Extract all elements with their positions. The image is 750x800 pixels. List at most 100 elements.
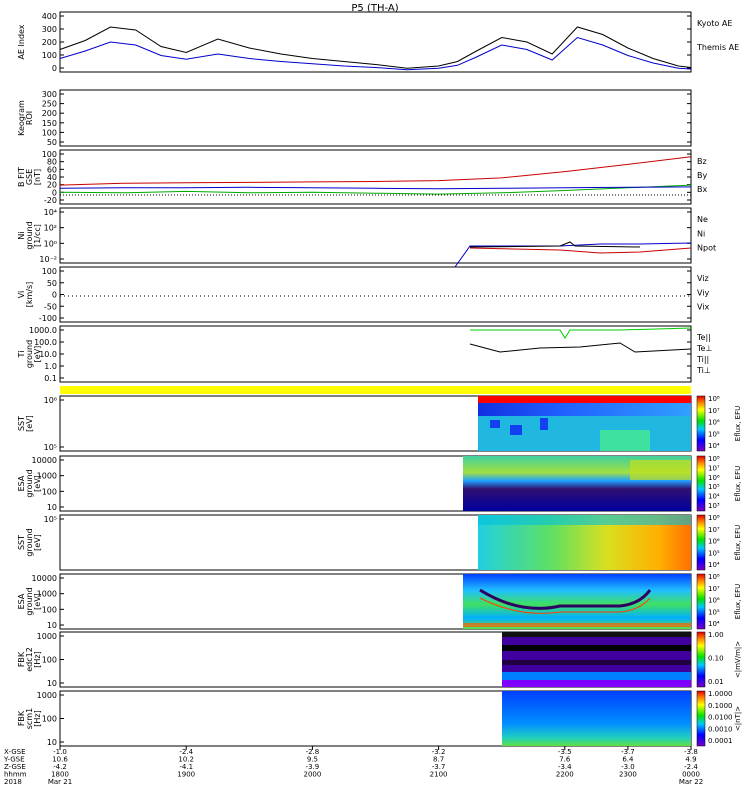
xtick-label-4-0: -3.5 — [558, 748, 572, 756]
xtick-label-6-4: Mar 22 — [679, 778, 703, 786]
ytick-label-keogram-5: 50 — [47, 138, 57, 147]
ytick-label-fbk2-0: 1000 — [37, 691, 57, 700]
temp-te-par — [469, 342, 692, 353]
xtick-label-2-0: -2.8 — [306, 748, 320, 756]
ylabel-esa2-0: ESA — [17, 593, 26, 609]
legend-density-2: Npot — [697, 244, 716, 253]
cbar-label-sst2: Eflux, EFU — [734, 525, 742, 560]
cbar-tick-fbk2-1: 0.1000 — [708, 702, 733, 710]
ytick-label-esa2-0: 10000 — [32, 574, 57, 583]
colorbar-esa1 — [696, 455, 706, 512]
cbar-tick-fbk1-1: 0.10 — [708, 655, 724, 663]
ytick-label-esa2-1: 1000 — [37, 590, 57, 599]
ylabel-fbk1-2: [Hz] — [33, 651, 42, 667]
ytick-label-sst1-1: 10⁵ — [44, 443, 57, 452]
cbar-tick-esa1-4: 10⁴ — [708, 493, 720, 501]
ylabel-velocity-1: [km/s] — [25, 282, 34, 308]
spectrogram-fbk1 — [502, 632, 691, 687]
legend-temperature-2: Ti|| — [696, 355, 709, 364]
panel-frame-bfield — [59, 149, 692, 205]
ytick-label-keogram-2: 200 — [42, 109, 57, 118]
ytick-label-temperature-0: 1000.0 — [29, 326, 57, 335]
ytick-label-velocity-0: 100 — [42, 267, 57, 276]
cbar-label-esa2: Eflux, EFU — [734, 584, 742, 619]
spectrogram-esa1 — [463, 456, 691, 511]
ytick-label-temperature-3: 1.0 — [44, 362, 57, 371]
cbar-tick-sst2-0: 10⁸ — [708, 514, 720, 522]
xtick-label-3-0: -3.2 — [432, 748, 446, 756]
ylabel-esa2-2: [eV] — [33, 593, 42, 610]
cbar-tick-esa1-2: 10⁶ — [708, 474, 720, 482]
ytick-label-bfield-0: 100 — [42, 150, 57, 159]
series-ae-0 — [59, 26, 692, 69]
ytick-label-temperature-1: 100.0 — [34, 338, 57, 347]
series-bfield-2 — [59, 186, 692, 190]
cbar-tick-esa2-4: 10⁴ — [708, 620, 720, 628]
xtick-label-6-3: 0000 — [682, 771, 700, 779]
xtick-label-0-0: -1.0 — [53, 748, 67, 756]
xtick-label-1-3: 1900 — [177, 771, 195, 779]
cbar-tick-fbk2-3: 0.0010 — [708, 725, 733, 733]
legend-velocity-0: Viz — [697, 274, 709, 283]
cbar-tick-esa1-5: 10³ — [708, 502, 720, 510]
ylabel-sst2-1: ground — [25, 528, 34, 556]
ytick-label-density-2: 10⁰ — [44, 239, 57, 248]
ytick-label-keogram-1: 250 — [42, 100, 57, 109]
ylabel-bfield-0: B FIT — [17, 167, 26, 187]
spectrogram-esa2 — [463, 574, 691, 629]
ytick-label-esa1-1: 1000 — [37, 472, 57, 481]
ytick-label-esa1-0: 10000 — [32, 456, 57, 465]
xtick-label-5-0: -3.7 — [621, 748, 635, 756]
series-ae-1 — [59, 36, 692, 71]
panel-frame-density — [59, 207, 692, 264]
ylabel-velocity-0: Vi — [17, 291, 26, 299]
ytick-label-bfield-1: 80 — [47, 158, 57, 167]
xtick-label-4-3: 2200 — [556, 771, 574, 779]
ylabel-ae-0: AE Index — [17, 24, 26, 59]
ytick-label-fbk1-0: 1000 — [37, 632, 57, 641]
legend-density-0: Ne — [697, 215, 708, 224]
ylabel-temperature-2: [eV] — [33, 346, 42, 363]
ytick-label-esa1-3: 10 — [47, 503, 57, 512]
ytick-label-esa1-2: 100 — [42, 487, 57, 496]
spectrogram-sst1 — [478, 396, 691, 451]
cbar-tick-esa1-0: 10⁸ — [708, 455, 720, 463]
cbar-tick-esa1-3: 10⁵ — [708, 483, 720, 491]
panel-frame-keogram — [59, 89, 692, 147]
ytick-label-temperature-2: 10.0 — [39, 350, 57, 359]
cbar-tick-sst1-1: 10⁷ — [708, 407, 720, 415]
xtick-label-3-1: 8.7 — [433, 756, 444, 764]
colorbar-sst1 — [696, 395, 706, 452]
ylabel-bfield-2: [nT] — [33, 169, 42, 185]
xaxis-row-label-3: hhmm — [4, 771, 27, 779]
ylabel-keogram-1: ROI — [25, 111, 34, 125]
ytick-label-ae-1: 300 — [42, 25, 57, 34]
cbar-label-sst1: Eflux, EFU — [734, 406, 742, 441]
ylabel-sst2-2: [eV] — [33, 534, 42, 551]
ytick-label-sst1-0: 10⁶ — [44, 396, 57, 405]
xtick-label-6-0: -3.8 — [684, 748, 698, 756]
xtick-label-4-1: 7.6 — [559, 756, 571, 764]
legend-bfield-1: By — [697, 171, 707, 180]
ytick-label-ae-2: 200 — [42, 38, 57, 47]
panel-frame-temperature — [59, 325, 692, 383]
colorbar-fbk1 — [696, 631, 706, 688]
xaxis-row-label-2: Z-GSE — [4, 763, 26, 771]
ytick-label-fbk1-1: 100 — [42, 656, 57, 665]
xaxis-row-label-4: 2018 — [4, 778, 22, 786]
density-npot — [454, 242, 692, 268]
ytick-label-fbk1-2: 10 — [47, 679, 57, 688]
spectrogram-fbk2 — [502, 691, 691, 746]
ytick-label-density-0: 10⁴ — [44, 208, 57, 217]
ylabel-esa2-1: ground — [25, 587, 34, 615]
ylabel-esa1-1: ground — [25, 469, 34, 497]
cbar-tick-sst1-2: 10⁶ — [708, 419, 720, 427]
xaxis-row-label-0: X-GSE — [4, 748, 26, 756]
ylabel-keogram-0: Keogram — [17, 100, 26, 136]
ytick-label-ae-0: 400 — [42, 12, 57, 21]
cbar-label-fbk1: <|mV/m|> — [734, 641, 742, 678]
ytick-label-bfield-3: 40 — [47, 173, 57, 182]
xtick-label-1-0: -2.4 — [179, 748, 193, 756]
ytick-label-density-3: 10⁻² — [39, 255, 57, 264]
cbar-tick-fbk2-0: 1.0000 — [708, 690, 733, 698]
